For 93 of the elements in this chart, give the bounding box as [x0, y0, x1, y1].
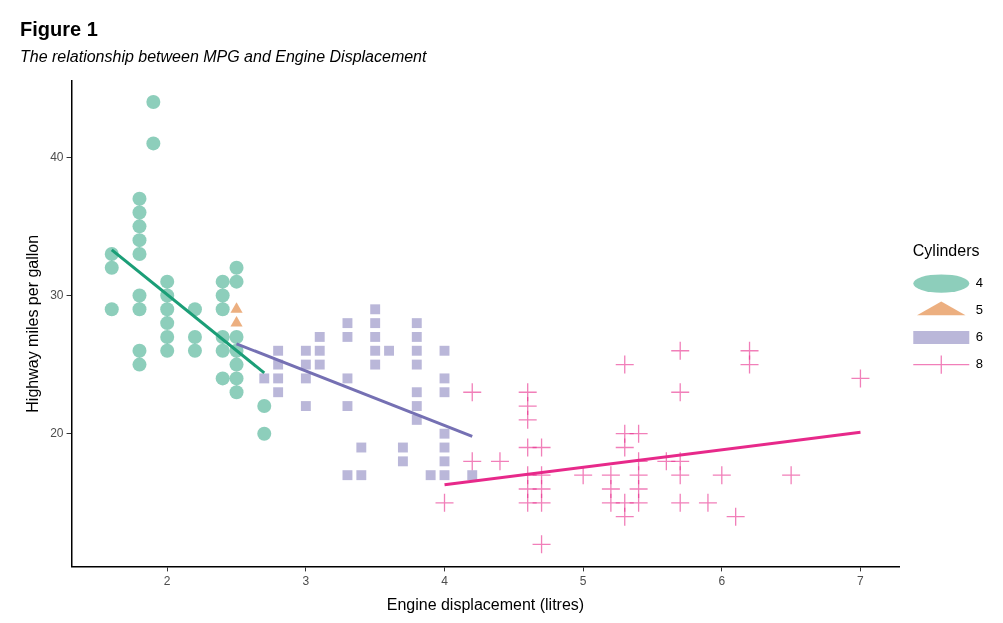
- point: [215, 274, 230, 289]
- point: [411, 331, 422, 342]
- point: [132, 302, 147, 317]
- point: [411, 345, 422, 356]
- point: [439, 428, 450, 439]
- point: [146, 94, 161, 109]
- point: [132, 357, 147, 372]
- point: [425, 470, 436, 481]
- point: [370, 304, 381, 315]
- point: [300, 401, 311, 411]
- point: [411, 318, 422, 329]
- point: [215, 288, 230, 303]
- point: [411, 401, 422, 411]
- point: [439, 387, 450, 398]
- point: [132, 219, 147, 234]
- point: [273, 345, 284, 356]
- point: [257, 399, 272, 414]
- point: [229, 385, 244, 400]
- chart-title: Figure 1: [20, 17, 98, 40]
- point: [439, 456, 450, 467]
- point: [215, 371, 230, 386]
- point: [229, 357, 244, 372]
- x-tick-label: 5: [579, 573, 587, 588]
- point: [230, 316, 243, 327]
- point: [300, 373, 311, 384]
- point: [160, 316, 175, 331]
- point: [273, 387, 284, 398]
- point: [370, 331, 381, 342]
- point: [314, 345, 325, 356]
- point: [215, 302, 230, 317]
- point: [132, 343, 147, 358]
- point: [411, 387, 422, 398]
- legend-label: 8: [975, 356, 983, 372]
- x-tick-label: 6: [718, 573, 726, 588]
- point: [300, 359, 311, 370]
- point: [257, 426, 272, 441]
- point: [160, 302, 175, 317]
- x-tick-label: 4: [441, 573, 449, 588]
- point: [314, 331, 325, 342]
- point: [439, 470, 450, 481]
- point: [342, 373, 353, 384]
- point: [411, 359, 422, 370]
- y-axis-title: Highway miles per gallon: [24, 234, 42, 413]
- point: [229, 329, 244, 344]
- point: [132, 233, 147, 248]
- point: [187, 343, 202, 358]
- legend-label: 4: [975, 275, 983, 291]
- point: [370, 318, 381, 329]
- point: [439, 345, 450, 356]
- point: [467, 470, 478, 481]
- point: [397, 456, 408, 467]
- point: [342, 401, 353, 411]
- point: [370, 359, 381, 370]
- point: [160, 274, 175, 289]
- point: [314, 359, 325, 370]
- x-axis-title: Engine displacement (litres): [386, 595, 585, 613]
- point: [104, 260, 119, 275]
- legend-title: Cylinders: [912, 242, 980, 260]
- point: [342, 318, 353, 329]
- point: [132, 191, 147, 206]
- point: [187, 329, 202, 344]
- chart-subtitle: The relationship between MPG and Engine Displacement: [20, 48, 428, 66]
- point: [273, 373, 284, 384]
- y-tick-label: 40: [50, 149, 64, 164]
- point: [384, 345, 394, 356]
- x-tick-label: 7: [857, 573, 865, 588]
- point: [160, 329, 175, 344]
- point: [215, 343, 230, 358]
- point: [230, 302, 243, 313]
- point: [356, 470, 367, 481]
- point: [132, 205, 147, 220]
- y-tick-label: 20: [50, 426, 64, 441]
- point: [259, 373, 270, 384]
- point: [300, 345, 311, 356]
- y-tick-label: 30: [50, 287, 64, 302]
- point: [132, 288, 147, 303]
- point: [229, 274, 244, 289]
- point: [160, 343, 175, 358]
- point: [229, 371, 244, 386]
- point: [229, 260, 244, 275]
- point: [342, 331, 353, 342]
- x-tick-label: 2: [163, 573, 171, 588]
- x-tick-label: 3: [302, 573, 310, 588]
- point: [146, 136, 161, 151]
- legend-label: 6: [975, 329, 983, 345]
- point: [104, 302, 119, 317]
- point: [439, 373, 450, 384]
- point: [397, 442, 408, 453]
- point: [342, 470, 353, 481]
- legend-label: 5: [975, 302, 983, 318]
- point: [370, 345, 381, 356]
- point: [132, 246, 147, 261]
- point: [356, 442, 367, 453]
